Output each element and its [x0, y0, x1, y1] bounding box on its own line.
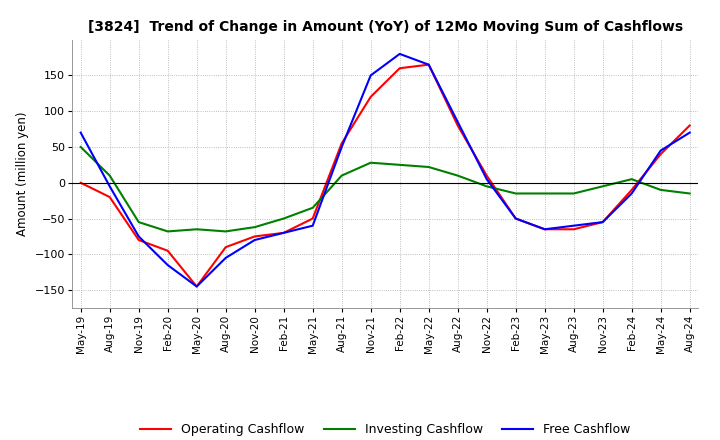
Investing Cashflow [279, 216, 288, 221]
Operating Cashflow [541, 227, 549, 232]
Operating Cashflow [163, 248, 172, 253]
Investing Cashflow [308, 205, 317, 210]
Investing Cashflow [76, 144, 85, 150]
Free Cashflow [76, 130, 85, 135]
Operating Cashflow [192, 284, 201, 289]
Investing Cashflow [192, 227, 201, 232]
Free Cashflow [221, 255, 230, 260]
Operating Cashflow [598, 220, 607, 225]
Operating Cashflow [424, 62, 433, 67]
Free Cashflow [570, 223, 578, 228]
Investing Cashflow [338, 173, 346, 178]
Line: Investing Cashflow: Investing Cashflow [81, 147, 690, 231]
Operating Cashflow [482, 173, 491, 178]
Investing Cashflow [135, 220, 143, 225]
Operating Cashflow [366, 94, 375, 99]
Investing Cashflow [627, 176, 636, 182]
Free Cashflow [308, 223, 317, 228]
Investing Cashflow [221, 229, 230, 234]
Free Cashflow [192, 284, 201, 289]
Investing Cashflow [511, 191, 520, 196]
Operating Cashflow [685, 123, 694, 128]
Free Cashflow [511, 216, 520, 221]
Operating Cashflow [308, 216, 317, 221]
Free Cashflow [454, 119, 462, 125]
Operating Cashflow [454, 123, 462, 128]
Operating Cashflow [135, 237, 143, 242]
Line: Operating Cashflow: Operating Cashflow [81, 65, 690, 286]
Operating Cashflow [511, 216, 520, 221]
Operating Cashflow [627, 187, 636, 193]
Operating Cashflow [657, 151, 665, 157]
Free Cashflow [598, 220, 607, 225]
Operating Cashflow [76, 180, 85, 185]
Free Cashflow [541, 227, 549, 232]
Free Cashflow [424, 62, 433, 67]
Operating Cashflow [570, 227, 578, 232]
Free Cashflow [105, 183, 114, 189]
Free Cashflow [627, 191, 636, 196]
Operating Cashflow [221, 245, 230, 250]
Investing Cashflow [366, 160, 375, 165]
Investing Cashflow [685, 191, 694, 196]
Free Cashflow [657, 148, 665, 153]
Free Cashflow [395, 51, 404, 57]
Investing Cashflow [424, 165, 433, 170]
Investing Cashflow [570, 191, 578, 196]
Y-axis label: Amount (million yen): Amount (million yen) [16, 112, 29, 236]
Investing Cashflow [395, 162, 404, 168]
Operating Cashflow [251, 234, 259, 239]
Free Cashflow [163, 262, 172, 268]
Free Cashflow [338, 144, 346, 150]
Investing Cashflow [482, 183, 491, 189]
Free Cashflow [482, 176, 491, 182]
Title: [3824]  Trend of Change in Amount (YoY) of 12Mo Moving Sum of Cashflows: [3824] Trend of Change in Amount (YoY) o… [88, 20, 683, 34]
Investing Cashflow [454, 173, 462, 178]
Free Cashflow [685, 130, 694, 135]
Free Cashflow [251, 237, 259, 242]
Operating Cashflow [338, 141, 346, 146]
Operating Cashflow [279, 230, 288, 235]
Investing Cashflow [251, 224, 259, 230]
Legend: Operating Cashflow, Investing Cashflow, Free Cashflow: Operating Cashflow, Investing Cashflow, … [135, 418, 635, 440]
Operating Cashflow [395, 66, 404, 71]
Investing Cashflow [105, 173, 114, 178]
Investing Cashflow [657, 187, 665, 193]
Free Cashflow [135, 234, 143, 239]
Investing Cashflow [598, 183, 607, 189]
Investing Cashflow [163, 229, 172, 234]
Free Cashflow [366, 73, 375, 78]
Line: Free Cashflow: Free Cashflow [81, 54, 690, 286]
Free Cashflow [279, 230, 288, 235]
Investing Cashflow [541, 191, 549, 196]
Operating Cashflow [105, 194, 114, 200]
